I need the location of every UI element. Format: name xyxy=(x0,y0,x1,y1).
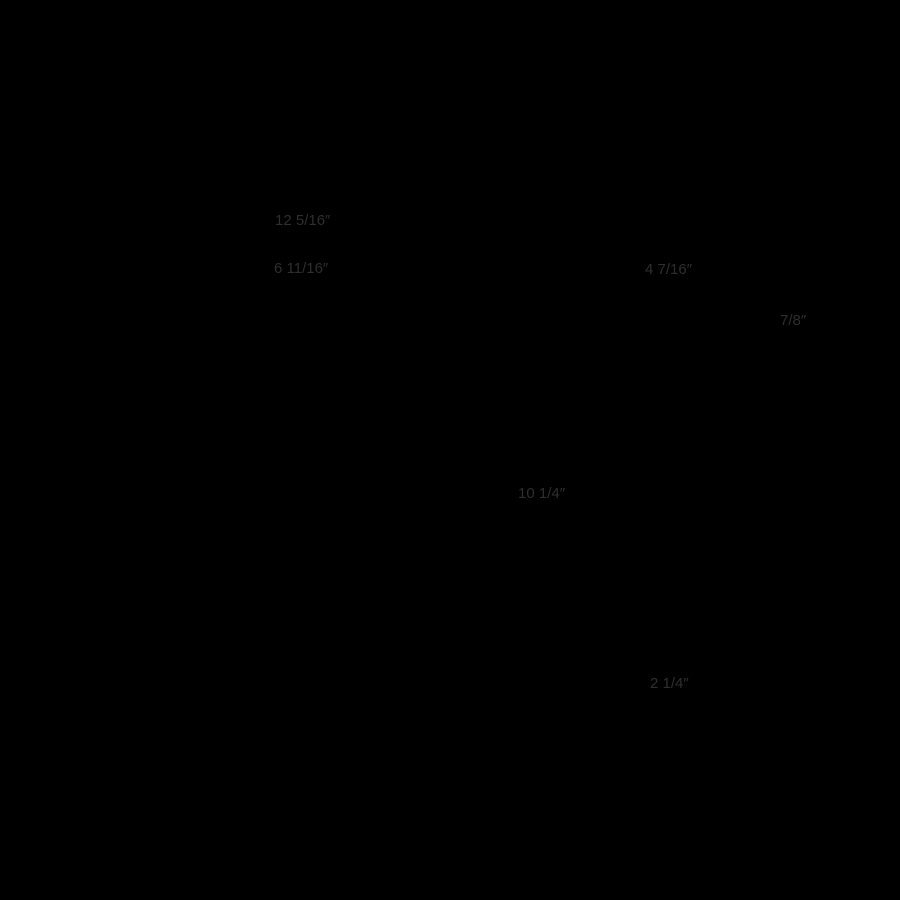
dimension-label: 12 5/16″ xyxy=(275,212,331,229)
dimension-label: 7/8″ xyxy=(780,312,807,329)
dimension-label: 4 7/16″ xyxy=(645,261,693,278)
dimension-label: 6 11/16″ xyxy=(274,260,329,277)
dimension-label: 10 1/4″ xyxy=(518,485,566,502)
dimension-label: 2 1/4″ xyxy=(650,675,689,692)
